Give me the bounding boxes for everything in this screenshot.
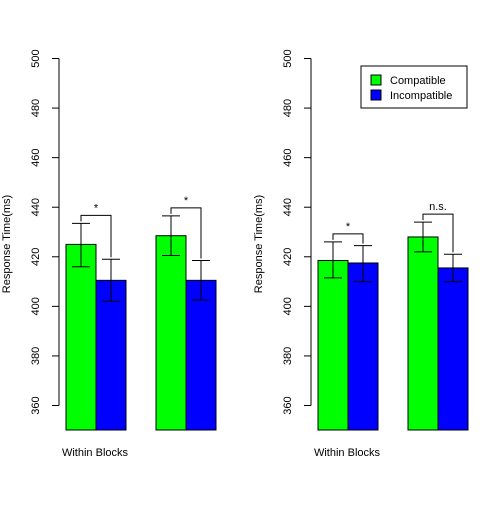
compatible-bar xyxy=(407,236,439,431)
right-panel: 360 380 400 420 440 460 480 500 Response Time(ms… xyxy=(253,49,469,459)
incompatible-bar xyxy=(347,262,379,431)
incompatible-bar xyxy=(437,267,469,431)
significance-label: n.s. xyxy=(429,201,447,213)
y-tick-label: 420 xyxy=(282,248,294,266)
incompatible-bar xyxy=(95,279,127,431)
significance-bracket xyxy=(80,214,112,258)
compatible-legend-label: Compatible xyxy=(390,75,446,87)
significance-label: * xyxy=(94,202,99,214)
compatible-bar xyxy=(317,260,349,431)
y-tick-label: 400 xyxy=(282,297,294,315)
significance-bracket xyxy=(170,207,202,259)
y-tick-label: 360 xyxy=(30,396,42,414)
significance-bracket xyxy=(332,233,364,244)
compatible-bar xyxy=(155,235,187,431)
significance-bracket xyxy=(422,213,454,253)
category-label: Within Blocks xyxy=(314,447,381,459)
legend-box xyxy=(360,65,468,109)
y-tick-label: 460 xyxy=(282,148,294,166)
incompatible-legend-swatch xyxy=(370,89,382,101)
y-tick-label: 480 xyxy=(30,99,42,117)
y-tick-label: 420 xyxy=(30,248,42,266)
y-tick-label: 360 xyxy=(282,396,294,414)
incompatible-bar xyxy=(185,279,217,431)
y-axis-title: Response Time(ms) xyxy=(253,195,265,293)
y-tick-label: 440 xyxy=(30,198,42,216)
y-axis-title: Response Time(ms) xyxy=(1,195,13,293)
y-tick-label: 500 xyxy=(282,49,294,67)
y-tick-label: 440 xyxy=(282,198,294,216)
category-label: Within Blocks xyxy=(62,447,129,459)
y-tick-label: 380 xyxy=(30,347,42,365)
y-tick-label: 480 xyxy=(282,99,294,117)
y-tick-label: 500 xyxy=(30,49,42,67)
compatible-legend-swatch xyxy=(370,74,382,86)
y-tick-label: 460 xyxy=(30,148,42,166)
y-tick-label: 400 xyxy=(30,297,42,315)
left-panel: 360 380 400 420 440 460 480 500 Response Time(ms… xyxy=(1,49,217,459)
significance-label: * xyxy=(184,195,189,207)
incompatible-legend-label: Incompatible xyxy=(390,90,452,102)
significance-label: * xyxy=(346,221,351,233)
y-tick-label: 380 xyxy=(282,347,294,365)
compatible-bar xyxy=(65,243,97,431)
